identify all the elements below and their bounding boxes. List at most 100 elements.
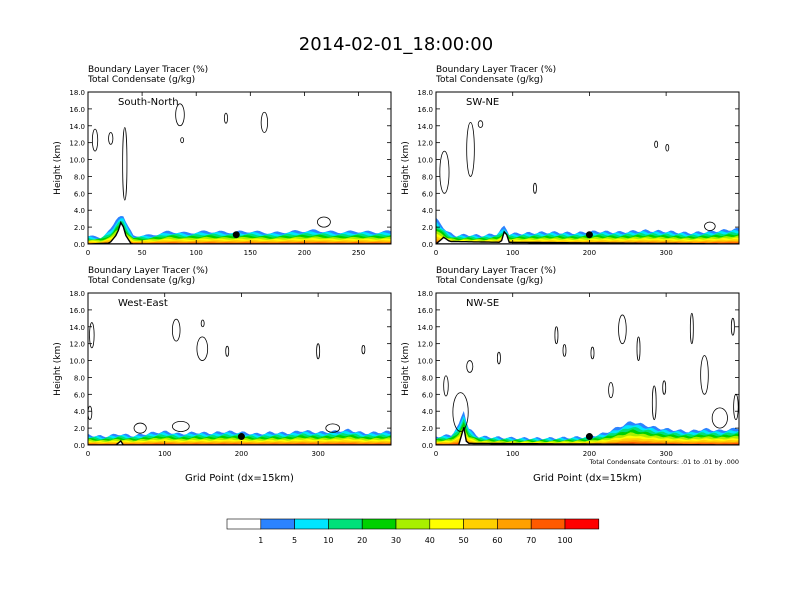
- colorbar-box: [395, 518, 431, 530]
- y-tick-label: 8.0: [74, 173, 85, 181]
- y-tick-label: 12.0: [417, 140, 433, 148]
- x-tick-label: 0: [86, 249, 90, 257]
- y-tick-label: 8.0: [422, 374, 433, 382]
- y-tick-label: 10.0: [69, 358, 85, 366]
- y-tick-label: 12.0: [69, 140, 85, 148]
- panel-title-line1: Boundary Layer Tracer (%): [88, 65, 208, 75]
- plot-area: [88, 103, 391, 244]
- y-tick-label: 0.0: [74, 442, 85, 450]
- y-tick-label: 18.0: [417, 89, 433, 97]
- cloud-contour: [618, 314, 627, 345]
- cloud-contour: [477, 120, 484, 128]
- plot-frame: [435, 91, 740, 245]
- x-tick-label: 0: [86, 450, 90, 458]
- cloud-contour: [452, 392, 469, 432]
- y-tick-label: 6.0: [74, 391, 85, 399]
- cloud-contour: [651, 385, 657, 421]
- x-tick-label: 50: [138, 249, 147, 257]
- y-tick-label: 0.0: [422, 442, 433, 450]
- y-tick-label: 10.0: [69, 157, 85, 165]
- location-marker: [232, 231, 240, 239]
- panel-title-line2: Total Condensate (g/kg): [87, 75, 195, 85]
- y-tick-label: 8.0: [74, 374, 85, 382]
- colorbar-label: 40: [425, 536, 435, 545]
- y-tick-label: 16.0: [417, 106, 433, 114]
- x-tick-label: 100: [158, 450, 171, 458]
- cloud-contour: [608, 382, 614, 399]
- y-tick-label: 12.0: [417, 341, 433, 349]
- x-tick-label: 0: [434, 450, 438, 458]
- y-tick-label: 4.0: [74, 207, 85, 215]
- panel-bottom-right: Boundary Layer Tracer (%)Total Condensat…: [401, 266, 740, 484]
- cloud-contour: [733, 393, 739, 421]
- y-axis-label: Height (km): [53, 342, 63, 396]
- cloud-contour: [175, 103, 185, 127]
- plot-area: [88, 318, 391, 445]
- cloud-contour: [700, 355, 709, 395]
- x-tick-label: 200: [583, 249, 596, 257]
- cloud-contour: [590, 346, 595, 360]
- y-tick-label: 2.0: [74, 224, 85, 232]
- cloud-contour: [654, 140, 659, 149]
- y-tick-label: 16.0: [69, 307, 85, 315]
- colorbar-box: [361, 518, 397, 530]
- cloud-contour: [196, 336, 209, 361]
- panel-top-right: Boundary Layer Tracer (%)Total Condensat…: [401, 65, 740, 257]
- colorbar-box: [260, 518, 295, 530]
- panel-title-line1: Boundary Layer Tracer (%): [88, 266, 208, 276]
- colorbar-label: 20: [357, 536, 367, 545]
- x-tick-label: 200: [298, 249, 311, 257]
- cloud-contour: [89, 322, 95, 349]
- cloud-contour: [636, 336, 641, 361]
- panel-annotation: NW-SE: [466, 298, 499, 309]
- x-tick-label: 100: [190, 249, 203, 257]
- y-tick-label: 2.0: [422, 425, 433, 433]
- colorbar-label: 10: [323, 536, 333, 545]
- panel-title-line2: Total Condensate (g/kg): [87, 276, 195, 286]
- cloud-contour: [317, 216, 331, 228]
- cloud-contour: [562, 344, 567, 357]
- y-tick-label: 18.0: [69, 290, 85, 298]
- panel-title-line2: Total Condensate (g/kg): [435, 276, 543, 286]
- location-marker: [585, 433, 593, 441]
- panel-title-line1: Boundary Layer Tracer (%): [436, 65, 556, 75]
- y-tick-label: 16.0: [69, 106, 85, 114]
- y-tick-label: 18.0: [69, 89, 85, 97]
- cloud-contour: [533, 182, 537, 194]
- x-tick-label: 250: [352, 249, 365, 257]
- panel-annotation: South-North: [118, 97, 179, 108]
- y-axis-label: Height (km): [401, 141, 411, 195]
- x-axis-label: Grid Point (dx=15km): [533, 473, 642, 484]
- x-tick-label: 0: [434, 249, 438, 257]
- y-tick-label: 10.0: [417, 157, 433, 165]
- x-tick-label: 200: [235, 450, 248, 458]
- y-tick-label: 10.0: [417, 358, 433, 366]
- colorbar-box: [564, 518, 600, 530]
- colorbar-box: [463, 518, 498, 530]
- cloud-contour: [122, 127, 128, 201]
- cloud-contour: [88, 405, 93, 421]
- cloud-contour: [223, 112, 228, 124]
- y-tick-label: 14.0: [417, 324, 433, 332]
- panel-top-left: Boundary Layer Tracer (%)Total Condensat…: [53, 65, 392, 257]
- y-tick-label: 14.0: [417, 123, 433, 131]
- y-tick-label: 14.0: [69, 324, 85, 332]
- cloud-contour: [496, 351, 501, 365]
- cloud-contour: [443, 375, 449, 397]
- colorbar-label: 5: [292, 536, 297, 545]
- colorbar-label: 60: [492, 536, 502, 545]
- plot-frame: [87, 292, 392, 446]
- y-tick-label: 4.0: [74, 408, 85, 416]
- x-tick-label: 200: [583, 450, 596, 458]
- colorbar-box: [294, 518, 329, 530]
- plot-area: [436, 120, 739, 244]
- terrain: [88, 220, 391, 244]
- y-tick-label: 18.0: [417, 290, 433, 298]
- x-tick-label: 300: [659, 249, 672, 257]
- cloud-contour: [316, 343, 321, 360]
- y-tick-label: 0.0: [422, 241, 433, 249]
- x-tick-label: 100: [506, 249, 519, 257]
- y-tick-label: 14.0: [69, 123, 85, 131]
- plot-area: [436, 312, 739, 445]
- cloud-contour: [260, 111, 269, 133]
